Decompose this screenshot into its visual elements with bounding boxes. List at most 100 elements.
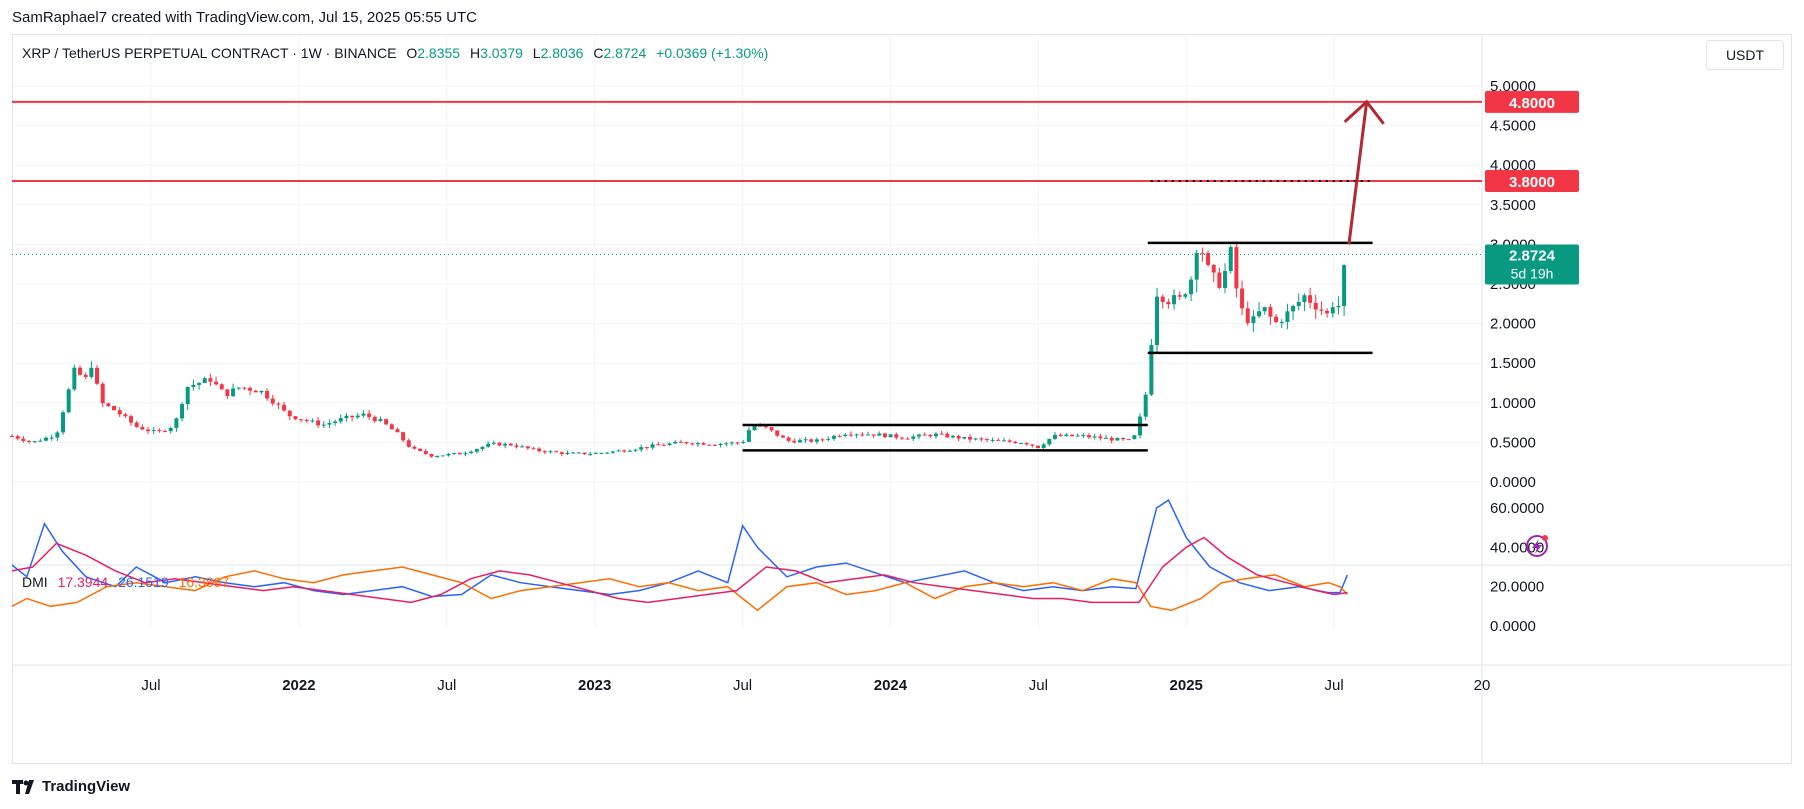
candle-body	[1240, 288, 1245, 309]
currency-button[interactable]: USDT	[1706, 40, 1784, 70]
candle-body	[735, 442, 740, 444]
candle-body	[452, 453, 457, 455]
candle-body	[1262, 307, 1267, 312]
time-tick-label: 2024	[874, 677, 908, 694]
dmi-axis: 60.0000 40.0000 20.0000 0.0000	[1490, 500, 1544, 635]
high-label: H	[469, 45, 481, 61]
candle-body	[1251, 316, 1256, 324]
candle-body	[163, 430, 168, 432]
candle-body	[616, 450, 621, 452]
candle-body	[208, 378, 213, 382]
candle-body	[423, 450, 428, 454]
candle-body	[1336, 305, 1341, 308]
candle-body	[1155, 296, 1160, 346]
high-value: 3.0379	[480, 45, 523, 61]
candle-body	[1104, 437, 1109, 439]
candle-body	[157, 430, 162, 432]
price-tick-label: 1.0000	[1490, 395, 1536, 412]
candle-body	[950, 435, 955, 438]
open-label: O	[406, 45, 418, 61]
candle-body	[797, 440, 802, 443]
projection-arrow-shaft	[1347, 101, 1369, 245]
candle-body	[440, 455, 445, 457]
candle-body	[1109, 437, 1114, 441]
candle-body	[10, 436, 14, 438]
candle-body	[1342, 264, 1347, 306]
candle-body	[1121, 438, 1126, 440]
resistance-price-label: 3.8000	[1509, 174, 1555, 191]
candle-body	[21, 438, 26, 441]
candle-body	[1087, 435, 1092, 438]
last-price-tag	[1485, 244, 1579, 285]
candle-body	[690, 443, 695, 445]
candle-body	[265, 390, 270, 399]
candle-body	[1223, 271, 1228, 288]
candle-body	[967, 436, 972, 440]
candle-body	[361, 413, 366, 416]
candle-body	[27, 440, 32, 442]
candle-body	[1092, 436, 1097, 438]
close-label: C	[593, 45, 604, 61]
time-tick-label: Jul	[1325, 677, 1344, 694]
candle-body	[78, 367, 83, 375]
candle-body	[344, 415, 349, 419]
chart-attribution: SamRaphael7 created with TradingView.com…	[12, 9, 477, 26]
candle-body	[355, 415, 360, 418]
candle-body	[990, 439, 995, 441]
candle-body	[140, 426, 145, 430]
channel-lines	[742, 241, 1373, 452]
grid-lines	[12, 34, 1483, 628]
candle-body	[384, 419, 389, 425]
candle-body	[1319, 309, 1324, 311]
candle-body	[469, 451, 474, 454]
candle-body	[1217, 272, 1222, 288]
lightning-icon-bolt	[1532, 539, 1542, 554]
candle-body	[1098, 436, 1103, 439]
symbol-title[interactable]: XRP / TetherUS PERPETUAL CONTRACT · 1W ·…	[22, 45, 397, 61]
dmi-name[interactable]: DMI	[22, 574, 48, 590]
candle-body	[89, 367, 94, 377]
candle-body	[588, 453, 593, 455]
candle-body	[197, 382, 202, 385]
candle-body	[707, 444, 712, 446]
candle-body	[531, 448, 536, 450]
candle-body	[639, 447, 644, 450]
price-tick-label: 3.5000	[1490, 197, 1536, 214]
candle-body	[894, 434, 899, 438]
candle-body	[270, 398, 275, 404]
open-value: 2.8355	[417, 45, 461, 61]
candle-body	[1075, 435, 1080, 437]
dmi-series-adx	[11, 536, 1348, 604]
candle-body	[945, 433, 950, 438]
footer-brand[interactable]: TradingView	[12, 778, 130, 795]
candle-body	[1030, 444, 1035, 446]
candle-body	[180, 404, 185, 419]
resistance-levels: 4.8000 3.8000	[12, 90, 1579, 193]
candle-body	[1041, 444, 1046, 448]
candle-body	[565, 452, 570, 455]
candle-body	[401, 432, 406, 441]
candle-body	[446, 453, 451, 456]
time-axis: Jul 2022 Jul 2023 Jul 2024 Jul 2025 Jul 20	[141, 677, 1490, 694]
price-axis: 5.00004.50004.00003.50003.00002.50002.00…	[1490, 78, 1536, 491]
candle-body	[729, 442, 734, 444]
candle-body	[293, 416, 298, 420]
candle-body	[673, 441, 678, 444]
candle-body	[174, 418, 179, 428]
candle-body	[520, 446, 525, 448]
price-tick-label: 1.5000	[1490, 355, 1536, 372]
time-tick-label: Jul	[733, 677, 752, 694]
candle-body	[333, 421, 338, 424]
time-tick-label: 2023	[578, 677, 611, 694]
candle-body	[712, 444, 717, 446]
candle-body	[95, 367, 100, 384]
candle-body	[100, 383, 105, 404]
candle-body	[826, 438, 831, 440]
candle-body	[809, 439, 814, 442]
candle-body	[44, 437, 49, 441]
candle-body	[214, 381, 219, 385]
candle-body	[72, 367, 77, 390]
lightning-icon[interactable]	[1526, 535, 1548, 557]
candles	[10, 242, 1347, 458]
